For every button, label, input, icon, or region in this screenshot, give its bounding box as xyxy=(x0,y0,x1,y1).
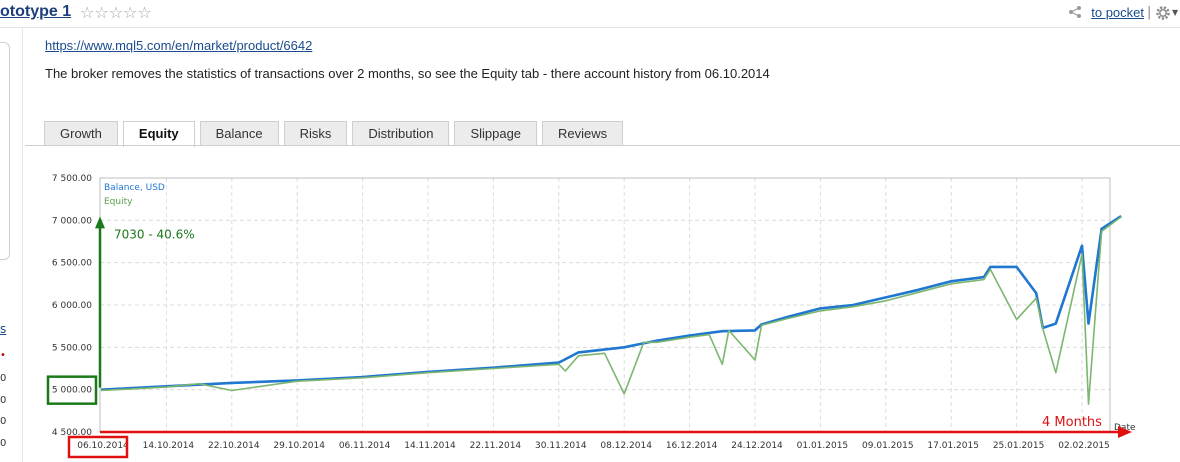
tab-balance[interactable]: Balance xyxy=(199,121,279,146)
y-tick-label: 5 500.00 xyxy=(52,343,92,353)
x-tick-label: 09.01.2015 xyxy=(862,441,914,451)
x-tick-label: 29.10.2014 xyxy=(273,441,325,451)
equity-line xyxy=(100,216,1122,405)
x-axis: 06.10.2014 14.10.2014 22.10.2014 29.10.2014… xyxy=(77,441,1110,451)
x-axis-label: Date xyxy=(1114,423,1136,433)
left-item: 0 xyxy=(0,395,7,406)
share-icon[interactable] xyxy=(1068,5,1082,19)
header: ototype 1 ☆☆☆☆☆ to pocket | ▼ xyxy=(0,0,1180,28)
tab-bar: Growth Equity Balance Risks Distribution… xyxy=(44,121,628,147)
left-item: 0 xyxy=(0,416,7,427)
x-tick-label: 22.10.2014 xyxy=(208,441,260,451)
legend-balance: Balance, USD xyxy=(104,183,165,193)
left-item: 0 xyxy=(0,373,7,384)
x-tick-label: 02.02.2015 xyxy=(1058,441,1110,451)
left-panel-box xyxy=(0,42,10,260)
x-tick-label: 30.11.2014 xyxy=(535,441,587,451)
tab-reviews[interactable]: Reviews xyxy=(542,121,624,146)
x-tick-label: 01.01.2015 xyxy=(797,441,849,451)
product-url[interactable]: https://www.mql5.com/en/market/product/6… xyxy=(45,38,313,53)
to-pocket-link[interactable]: to pocket xyxy=(1091,5,1144,20)
gear-icon[interactable] xyxy=(1155,5,1171,21)
y-tick-label: 6 500.00 xyxy=(52,259,92,269)
left-link[interactable]: s xyxy=(0,322,7,336)
chart-legend: Balance, USD Equity xyxy=(104,183,165,207)
months-annotation: 4 Months xyxy=(1042,415,1102,430)
x-tick-label: 25.01.2015 xyxy=(993,441,1045,451)
tab-distribution[interactable]: Distribution xyxy=(352,121,450,146)
x-tick-label: 06.10.2014 xyxy=(77,441,129,451)
x-tick-label: 17.01.2015 xyxy=(927,441,979,451)
x-tick-label: 14.10.2014 xyxy=(143,441,195,451)
separator: | xyxy=(1147,5,1152,20)
tab-slippage[interactable]: Slippage xyxy=(454,121,538,146)
tab-underline xyxy=(25,145,1180,146)
chevron-down-icon[interactable]: ▼ xyxy=(1172,8,1179,17)
x-tick-label: 08.12.2014 xyxy=(600,441,652,451)
x-tick-label: 16.12.2014 xyxy=(666,441,718,451)
start-date-highlight xyxy=(67,435,129,459)
chart-annotations: 7030 - 40.6% 4 Months xyxy=(46,216,1132,459)
y-axis: 4 500.00 5 000.00 5 500.00 6 000.00 6 500.00… xyxy=(52,174,92,438)
tab-growth[interactable]: Growth xyxy=(44,121,118,146)
start-value-highlight xyxy=(46,375,98,405)
growth-arrowhead xyxy=(95,216,105,229)
y-tick-label: 5 000.00 xyxy=(52,386,92,396)
rating-stars[interactable]: ☆☆☆☆☆ xyxy=(80,3,152,22)
page-title[interactable]: ototype 1 xyxy=(0,3,72,20)
chart-series xyxy=(100,215,1122,405)
y-tick-label: 7 500.00 xyxy=(52,174,92,184)
left-item: 0 xyxy=(0,438,7,449)
chart-grid xyxy=(100,177,1110,433)
y-tick-label: 7 000.00 xyxy=(52,216,92,226)
tab-risks[interactable]: Risks xyxy=(283,121,348,146)
months-arrowhead xyxy=(1118,426,1132,438)
y-tick-label: 4 500.00 xyxy=(52,428,92,438)
y-tick-label: 6 000.00 xyxy=(52,301,92,311)
equity-chart: 4 500.00 5 000.00 5 500.00 6 000.00 6 500.00… xyxy=(46,174,1136,459)
x-tick-label: 14.11.2014 xyxy=(404,441,456,451)
tab-equity[interactable]: Equity xyxy=(122,121,195,147)
left-strip: s • 0 0 0 0 xyxy=(0,28,24,462)
description-text: The broker removes the statistics of tra… xyxy=(45,66,770,81)
balance-line xyxy=(100,215,1122,391)
legend-equity: Equity xyxy=(104,197,133,207)
x-tick-label: 22.11.2014 xyxy=(470,441,522,451)
growth-annotation: 7030 - 40.6% xyxy=(114,227,195,241)
x-tick-label: 06.11.2014 xyxy=(339,441,391,451)
left-divider xyxy=(22,28,23,462)
left-bullet: • xyxy=(0,350,6,361)
x-tick-label: 24.12.2014 xyxy=(731,441,783,451)
